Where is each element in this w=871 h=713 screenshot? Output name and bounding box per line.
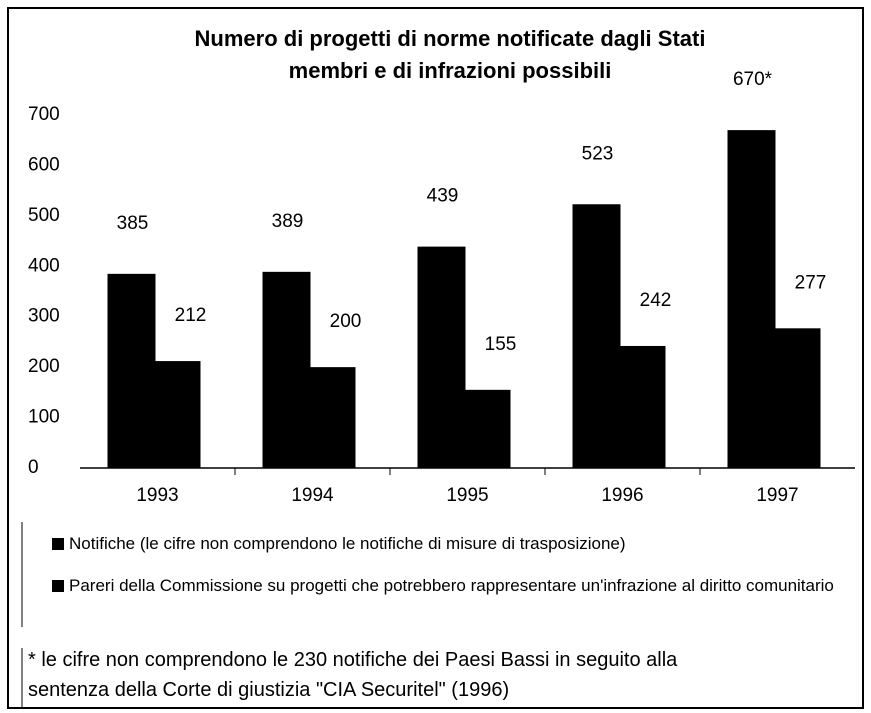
y-tick-label: 200 xyxy=(28,356,60,377)
y-tick-label: 0 xyxy=(28,457,39,478)
y-tick-label: 100 xyxy=(28,407,60,428)
chart-title: membri e di infrazioni possibili xyxy=(289,58,612,83)
data-label: 523 xyxy=(582,143,614,164)
footnote: * le cifre non comprendono le 230 notifi… xyxy=(28,649,678,671)
y-tick-label: 500 xyxy=(28,205,60,226)
legend-label: Notifiche (le cifre non comprendono le n… xyxy=(69,534,626,553)
legend-swatch xyxy=(52,580,64,592)
bar xyxy=(775,328,821,468)
data-label: 212 xyxy=(175,305,207,326)
data-label: 277 xyxy=(795,272,827,293)
legend-item: Notifiche (le cifre non comprendono le n… xyxy=(52,531,852,557)
bar xyxy=(572,204,621,468)
data-label: 242 xyxy=(640,290,672,311)
x-tick-label: 1997 xyxy=(756,485,798,506)
footnote: sentenza della Corte di giustizia "CIA S… xyxy=(28,679,510,701)
data-label: 670* xyxy=(733,69,773,90)
data-label: 385 xyxy=(117,213,149,234)
y-tick-label: 600 xyxy=(28,154,60,175)
y-tick-label: 400 xyxy=(28,255,60,276)
bar xyxy=(727,130,776,468)
x-tick-label: 1996 xyxy=(601,485,643,506)
chart-title: Numero di progetti di norme notificate d… xyxy=(195,26,706,51)
data-label: 439 xyxy=(427,186,459,207)
y-tick-label: 300 xyxy=(28,306,60,327)
data-label: 155 xyxy=(485,334,517,355)
legend-item: Pareri della Commissione su progetti che… xyxy=(52,573,852,599)
bar xyxy=(155,361,201,468)
x-tick-label: 1994 xyxy=(291,485,334,506)
frame xyxy=(7,7,864,709)
bar xyxy=(417,246,466,468)
bar xyxy=(262,271,311,468)
bar xyxy=(620,345,666,468)
legend-swatch xyxy=(52,538,64,550)
data-label: 200 xyxy=(330,311,362,332)
bar xyxy=(465,389,511,468)
data-label: 389 xyxy=(272,211,304,232)
legend-label: Pareri della Commissione su progetti che… xyxy=(69,576,834,595)
bar xyxy=(107,273,156,468)
bar xyxy=(310,367,356,468)
y-tick-label: 700 xyxy=(28,104,60,125)
x-tick-label: 1995 xyxy=(446,485,488,506)
x-tick-label: 1993 xyxy=(136,485,178,506)
